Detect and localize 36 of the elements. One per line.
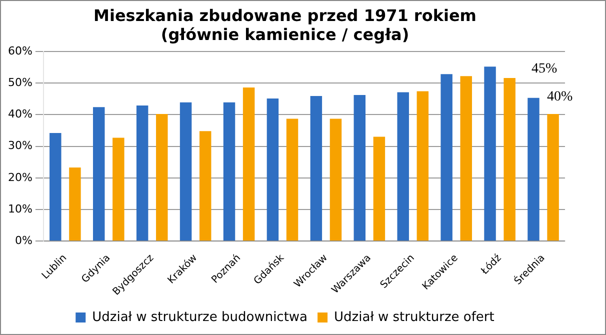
bar — [50, 133, 62, 241]
y-tick-label: 0% — [14, 234, 32, 248]
bar — [416, 91, 429, 241]
y-tick-label: 20% — [8, 170, 32, 184]
bar — [460, 76, 472, 241]
y-tick-label: 40% — [8, 108, 32, 121]
bar — [330, 118, 342, 241]
chart-title: Mieszkania zbudowane przed 1971 rokiem (głównie kamienice / cegła) — [94, 6, 476, 44]
bar — [242, 87, 255, 241]
bar — [504, 78, 516, 241]
bar — [112, 138, 124, 241]
bar — [440, 74, 452, 241]
bar — [286, 118, 298, 241]
bar — [373, 136, 386, 241]
bar — [547, 114, 559, 241]
bar — [199, 131, 212, 241]
y-tick-label: 50% — [8, 76, 32, 89]
bar — [397, 92, 409, 241]
y-tick-label: 10% — [8, 202, 32, 216]
y-tick-label: 60% — [8, 44, 32, 58]
bar — [528, 98, 540, 241]
bar — [354, 95, 366, 241]
data-label: 45% — [531, 62, 558, 77]
bar — [484, 66, 496, 241]
data-label: 40% — [547, 90, 574, 105]
legend-label: Udział w strukturze ofert — [334, 310, 494, 325]
bar — [136, 105, 148, 241]
bar — [69, 167, 81, 241]
bar — [156, 114, 168, 241]
legend-label: Udział w strukturze budownictwa — [92, 310, 308, 325]
bar — [180, 102, 192, 241]
bar — [266, 98, 279, 241]
bar — [223, 102, 236, 241]
bar — [310, 96, 322, 241]
bar — [92, 107, 105, 241]
y-tick-label: 30% — [8, 139, 32, 152]
